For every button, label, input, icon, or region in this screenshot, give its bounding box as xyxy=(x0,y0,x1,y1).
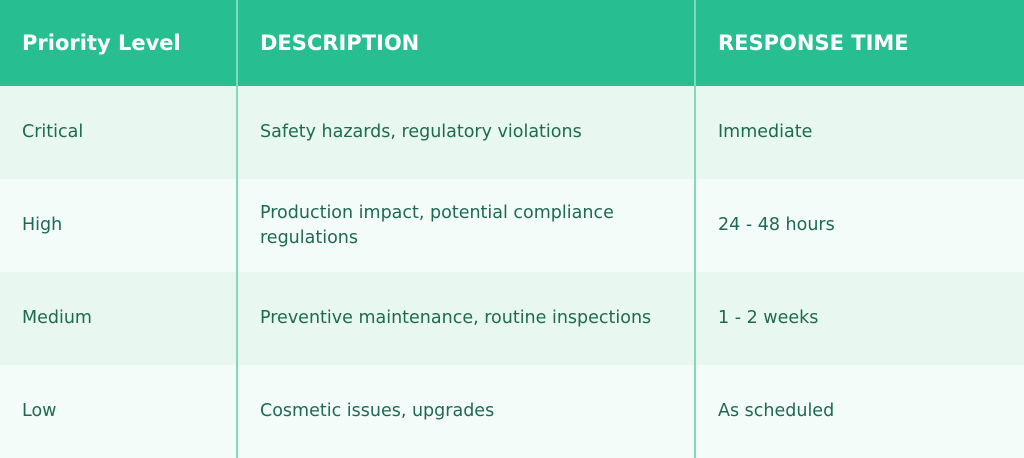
table-row: Medium Preventive maintenance, routine in… xyxy=(0,272,1024,365)
table-row: Critical Safety hazards, regulatory viola… xyxy=(0,86,1024,179)
table-cell: As scheduled xyxy=(695,365,1024,458)
header-row: Priority Level DESCRIPTION RESPONSE TIME xyxy=(0,0,1024,86)
table-cell: Immediate xyxy=(695,86,1024,179)
table-row: High Production impact, potential complia… xyxy=(0,179,1024,272)
table-cell: Preventive maintenance, routine inspecti… xyxy=(237,272,696,365)
table-cell: Safety hazards, regulatory violations xyxy=(237,86,696,179)
table-cell: Cosmetic issues, upgrades xyxy=(237,365,696,458)
header-cell: DESCRIPTION xyxy=(237,0,696,86)
table-row: Low Cosmetic issues, upgrades As scheduled xyxy=(0,365,1024,458)
table-cell: High xyxy=(0,179,238,272)
header-cell: RESPONSE TIME xyxy=(695,0,1024,86)
table-cell: 1 - 2 weeks xyxy=(695,272,1024,365)
table-cell: Medium xyxy=(0,272,238,365)
table-cell: 24 - 48 hours xyxy=(695,179,1024,272)
table-cell: Production impact, potential compliance … xyxy=(237,179,696,272)
table-body: Critical Safety hazards, regulatory viola… xyxy=(0,86,1024,458)
header-cell: Priority Level xyxy=(0,0,238,86)
table-cell: Low xyxy=(0,365,238,458)
table-cell: Critical xyxy=(0,86,238,179)
